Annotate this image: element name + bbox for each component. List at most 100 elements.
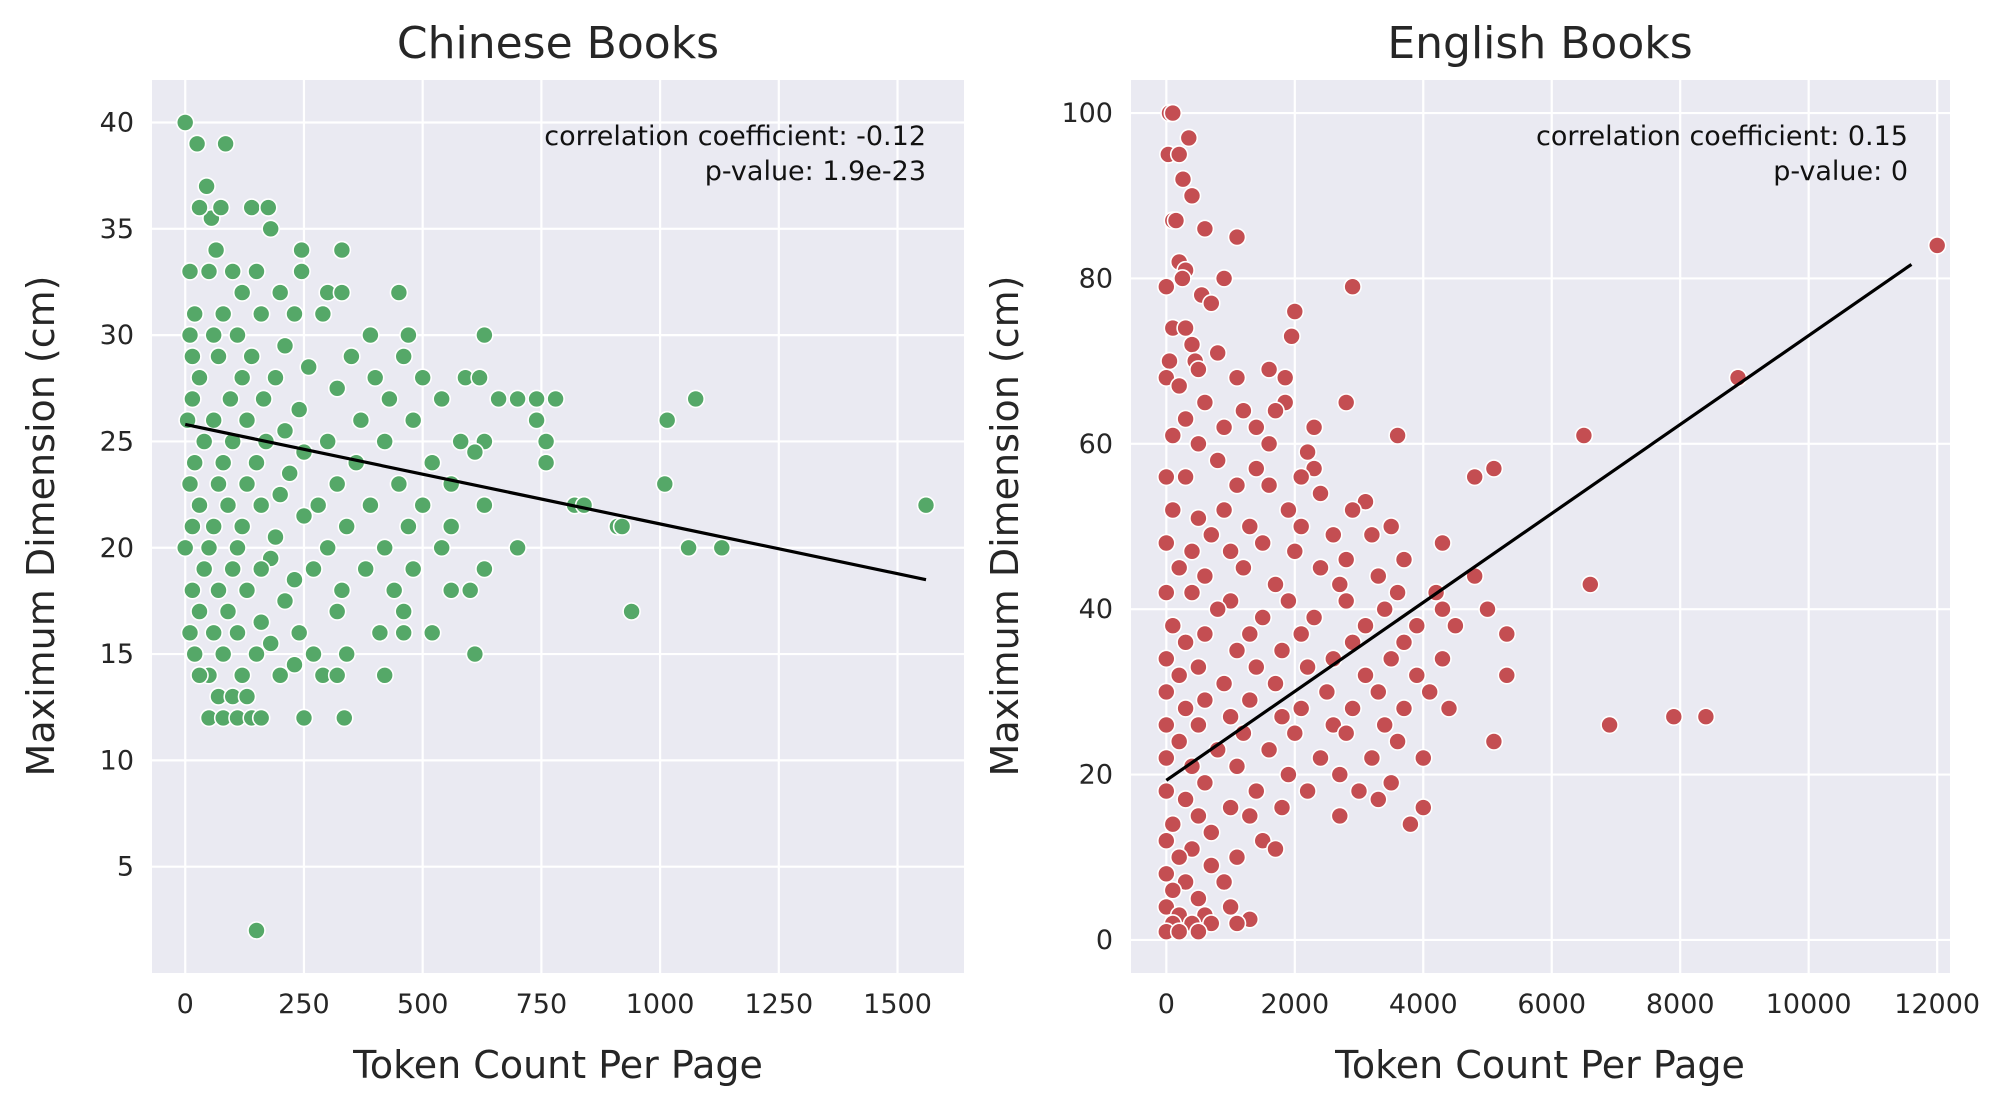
chinese-data-point [251,559,271,579]
english-data-point [1176,409,1195,429]
chinese-data-point [270,283,290,302]
english-x-tick-label: 12000 [1894,989,1980,1020]
chinese-data-point [285,304,304,324]
english-chart-title: English Books [1387,18,1692,69]
english-data-point [1375,599,1394,619]
chinese-data-point [337,517,357,536]
english-data-point [1330,575,1350,594]
english-data-point [1195,219,1215,239]
chinese-data-point [375,432,395,451]
chinese-data-point [422,453,442,473]
chinese-x-tick-label: 1250 [744,989,813,1020]
chinese-data-point [242,198,261,217]
english-data-point [1266,575,1285,594]
chinese-data-point [413,368,433,388]
chinese-data-point [213,304,233,324]
english-data-point [1157,748,1176,768]
english-data-point [1195,393,1215,412]
english-data-point [1259,360,1279,379]
english-data-point [1356,665,1375,685]
chinese-grid [152,80,964,973]
english-data-point [1343,699,1362,718]
english-books-panel: 0 2000 4000 6000 8000 10000 12000020406080100 … [983,18,1980,1087]
english-data-point [1182,541,1202,561]
chinese-data-point [370,623,390,643]
chinese-data-point [308,495,328,515]
english-data-point [1157,715,1176,735]
chinese-data-point [441,517,461,536]
english-grid [1131,80,1950,973]
english-data-point [1356,616,1375,636]
english-data-point [1189,657,1208,677]
chinese-data-point [232,665,252,685]
chinese-data-point [334,708,354,728]
english-data-point [1285,723,1305,743]
english-data-point [1176,872,1195,892]
english-data-point [1234,558,1253,578]
english-data-point [1362,525,1382,545]
chinese-data-point [389,283,409,302]
chinese-data-point [475,325,494,345]
chinese-data-point [712,538,732,558]
chinese-data-point [247,262,266,281]
chinese-y-axis-label: Maximum Dimension (cm) [19,276,63,777]
english-data-point [1266,839,1285,859]
chinese-data-point [489,389,508,409]
chinese-data-point [194,559,214,579]
english-data-point [1388,732,1407,751]
chinese-data-point [432,389,452,409]
chinese-data-point [475,559,494,579]
chinese-data-point [441,580,461,600]
chinese-data-point [292,262,311,281]
english-data-point [1356,492,1375,512]
english-data-point [1163,814,1183,834]
chinese-data-point [294,708,314,728]
chinese-y-tick-label: 10 [100,745,134,776]
english-data-point [1189,806,1208,826]
english-data-point [1176,790,1195,809]
chinese-data-point [679,538,698,558]
chinese-data-point [508,389,527,409]
chinese-data-point [237,410,257,430]
english-data-point [1291,467,1311,487]
chinese-data-point [470,368,489,388]
english-data-point [1247,459,1266,478]
chinese-data-point [185,644,204,664]
english-data-point [1189,889,1208,908]
chinese-data-point [247,453,266,473]
english-data-point [1195,773,1215,793]
chinese-data-point [389,474,409,494]
english-data-point [1253,831,1272,851]
english-data-point [1259,740,1279,760]
chinese-data-point [361,495,380,515]
english-data-point [1208,451,1227,470]
english-data-point [1157,682,1176,702]
chinese-data-point [183,347,202,366]
english-data-point [1240,690,1260,710]
chinese-data-point [508,538,527,558]
english-data-point [1221,897,1240,917]
english-x-tick-label: 4000 [1389,989,1458,1020]
english-data-point [1259,434,1279,454]
chinese-x-tick-label: 1000 [626,989,695,1020]
chinese-data-point [209,347,228,366]
chinese-data-point [475,495,494,515]
english-data-point [1176,467,1195,487]
english-data-point [1163,500,1183,520]
english-data-point [1259,475,1279,495]
english-data-point [1195,690,1215,710]
chinese-data-point [289,400,309,419]
chinese-data-point [190,602,209,621]
chinese-data-point [204,410,223,430]
english-data-point [1166,211,1186,230]
english-data-point [1173,269,1192,288]
chinese-data-point [327,665,347,685]
english-points [1157,103,1947,942]
chinese-x-tick-label: 0 [177,989,194,1020]
chinese-data-point [527,389,546,409]
english-plot-area [1131,80,1950,973]
english-data-point [1247,417,1266,437]
english-data-point [1311,484,1330,503]
english-data-point [1227,847,1247,867]
